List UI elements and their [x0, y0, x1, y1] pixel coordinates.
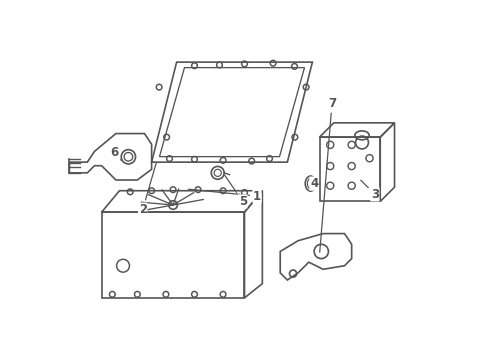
- Text: 6: 6: [110, 146, 121, 160]
- Text: 5: 5: [224, 175, 246, 208]
- Text: 4: 4: [309, 177, 318, 190]
- Text: 7: 7: [319, 97, 335, 252]
- Text: 3: 3: [360, 180, 378, 201]
- Text: 2: 2: [138, 163, 156, 216]
- Text: 1: 1: [188, 189, 261, 203]
